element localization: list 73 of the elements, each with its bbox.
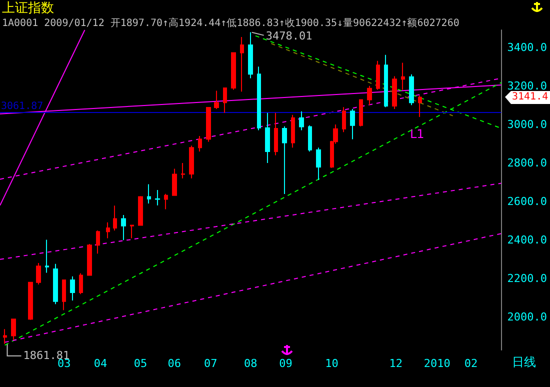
candlestick	[265, 112, 270, 164]
x-tick-label: 2010	[424, 357, 450, 370]
candlestick	[257, 66, 261, 131]
candlestick	[384, 54, 388, 108]
candlestick	[401, 62, 405, 90]
candlestick	[28, 282, 33, 320]
candlestick	[342, 106, 346, 133]
y-tick-label: 2800.0	[507, 156, 548, 170]
candlestick	[62, 280, 66, 311]
x-tick-label: 07	[204, 357, 218, 370]
y-tick-label: 3400.0	[507, 40, 548, 54]
x-tick-label: 03	[58, 357, 71, 370]
candlestick	[198, 136, 202, 152]
candlestick	[96, 230, 100, 254]
candlestick	[53, 263, 58, 305]
y-tick-label: 2600.0	[507, 195, 548, 208]
candlestick	[367, 85, 372, 106]
candlestick	[121, 214, 126, 241]
chart-title: 上证指数	[2, 0, 55, 17]
candlestick	[299, 110, 304, 131]
chart-subtitle: 1A0001 2009/01/12 开1897.70↑高1924.44↑低1886.83↑收1900.35↓量90622432↑额6027260	[2, 17, 460, 30]
candlestick	[409, 74, 414, 106]
candlestick	[106, 222, 110, 239]
candlestick	[3, 328, 7, 344]
x-tick-label: 05	[134, 357, 148, 370]
candlestick	[231, 52, 236, 90]
y-tick-label: 2400.0	[507, 234, 548, 247]
annotation: L1	[410, 127, 424, 141]
text: 日线	[512, 355, 536, 369]
candlestick	[240, 36, 244, 92]
candlestick	[155, 190, 160, 206]
candlestick	[36, 262, 41, 285]
candlestick	[350, 108, 355, 140]
y-tick-label: 3000.0	[507, 118, 548, 131]
candlestick	[189, 145, 194, 179]
candlestick	[418, 95, 422, 118]
candlestick	[376, 60, 380, 90]
candlestick	[87, 243, 92, 276]
candlestick	[291, 114, 295, 148]
candlestick	[164, 193, 168, 210]
x-tick-label: 12	[389, 357, 403, 370]
x-tick-label: 09	[279, 357, 292, 370]
candlestick	[214, 90, 219, 110]
y-tick-label: 3200.0	[507, 79, 548, 92]
y-tick-label: 2000.0	[507, 310, 548, 324]
candlestick	[206, 106, 211, 142]
candlestick	[181, 162, 185, 179]
candlestick	[316, 147, 321, 180]
candlestick	[172, 168, 177, 196]
candlestick	[79, 272, 83, 295]
candlestick	[113, 205, 117, 231]
candlestick	[130, 224, 134, 239]
candlestick	[308, 124, 312, 152]
candlestick	[138, 196, 143, 226]
candlestick	[392, 76, 397, 110]
candlestick	[45, 239, 49, 274]
candlestick	[274, 112, 278, 156]
candlestick	[11, 318, 16, 340]
x-tick-label: 04	[94, 357, 108, 370]
candlestick	[223, 87, 227, 114]
x-tick-label: 06	[168, 357, 181, 370]
candlestick	[282, 126, 287, 195]
ref-line-label: 3061.87	[1, 101, 44, 112]
text: 3141.4	[512, 92, 548, 102]
annotation: 3478.01	[266, 29, 312, 42]
candlestick	[147, 184, 151, 204]
y-tick-label: 2200.0	[507, 272, 548, 286]
x-tick-label: 10	[325, 357, 338, 370]
candlestick	[248, 32, 253, 79]
candlestick	[70, 276, 75, 301]
x-tick-label: 08	[244, 357, 258, 370]
candlestick	[359, 98, 363, 127]
x-tick-label: 02	[464, 357, 478, 370]
